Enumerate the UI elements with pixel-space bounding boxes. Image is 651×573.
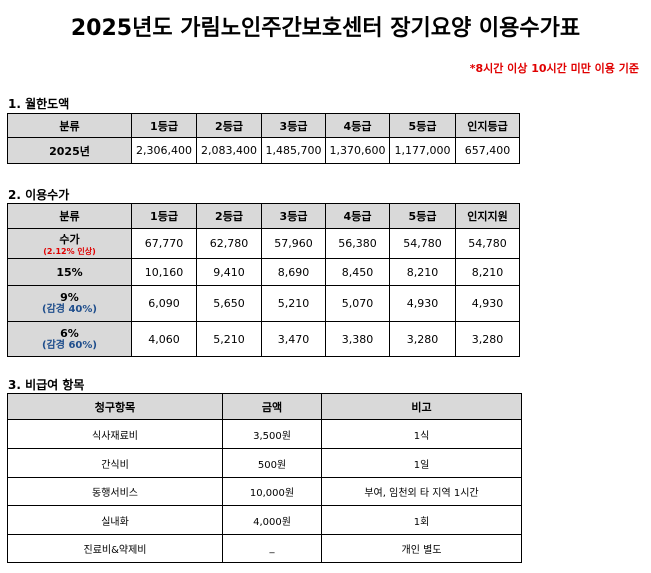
table-cell: 3,280 (389, 321, 456, 357)
table-cell: 57,960 (261, 228, 326, 259)
monthly-limit-table: 분류 1등급 2등급 3등급 4등급 5등급 인지등급 2025년 2,306,… (7, 113, 520, 164)
fee-increase-note: (2.12% 인상) (43, 246, 96, 256)
table-cell: 56,380 (325, 228, 390, 259)
table-cell: 1,370,600 (325, 137, 390, 164)
table-row: 진료비&약제비 _ 개인 별도 (7, 534, 522, 563)
section-monthly-limit-heading: 1. 월한도액 (8, 97, 70, 111)
reduction-note: (감경 40%) (42, 304, 97, 315)
item-name: 간식비 (7, 448, 223, 478)
non-covered-items-table: 청구항목 금액 비고 식사재료비 3,500원 1식 간식비 500원 1일 동… (7, 393, 522, 563)
table-cell: 3,380 (325, 321, 390, 357)
table-cell: 4,930 (455, 285, 520, 322)
table-cell: 54,780 (389, 228, 456, 259)
header-cell: 비고 (321, 393, 522, 420)
header-cell: 5등급 (389, 203, 456, 229)
page-title: 2025년도 가림노인주간보호센터 장기요양 이용수가표 (70, 16, 581, 41)
section-usage-fee-heading: 2. 이용수가 (8, 188, 70, 202)
table-cell: 3,470 (261, 321, 326, 357)
header-cell: 1등급 (131, 113, 197, 138)
header-cell: 2등급 (196, 113, 262, 138)
table-cell: 5,210 (261, 285, 326, 322)
header-cell: 3등급 (261, 113, 326, 138)
header-cell: 금액 (222, 393, 322, 420)
item-name: 실내화 (7, 505, 223, 535)
header-cell: 3등급 (261, 203, 326, 229)
table-header-row: 청구항목 금액 비고 (7, 393, 522, 420)
table-cell: 5,210 (196, 321, 262, 357)
table-header-row: 분류 1등급 2등급 3등급 4등급 5등급 인지등급 (7, 113, 520, 138)
table-row: 2025년 2,306,400 2,083,400 1,485,700 1,37… (7, 137, 520, 164)
table-row: 간식비 500원 1일 (7, 448, 522, 478)
table-cell: 5,070 (325, 285, 390, 322)
table-cell: 4,060 (131, 321, 197, 357)
usage-fee-table: 분류 1등급 2등급 3등급 4등급 5등급 인지지원 수가 (2.12% 인상… (7, 203, 520, 357)
table-row: 실내화 4,000원 1회 (7, 505, 522, 535)
table-cell: 2,083,400 (196, 137, 262, 164)
table-header-row: 분류 1등급 2등급 3등급 4등급 5등급 인지지원 (7, 203, 520, 229)
table-cell: 54,780 (455, 228, 520, 259)
table-cell: 1,177,000 (389, 137, 456, 164)
table-cell: 8,450 (325, 258, 390, 286)
header-cell: 분류 (7, 113, 132, 138)
header-cell: 5등급 (389, 113, 456, 138)
section-non-covered-heading: 3. 비급여 항목 (8, 378, 85, 392)
header-cell: 1등급 (131, 203, 197, 229)
table-cell: 5,650 (196, 285, 262, 322)
item-amount: 10,000원 (222, 477, 322, 506)
table-cell: 67,770 (131, 228, 197, 259)
item-note: 1일 (321, 448, 522, 478)
item-name: 진료비&약제비 (7, 534, 223, 563)
table-row: 6% (감경 60%) 4,060 5,210 3,470 3,380 3,28… (7, 321, 520, 357)
item-name: 식사재료비 (7, 419, 223, 449)
table-cell: 4,930 (389, 285, 456, 322)
row-label: 9% (감경 40%) (7, 285, 132, 322)
item-name: 동행서비스 (7, 477, 223, 506)
item-amount: 4,000원 (222, 505, 322, 535)
row-label-text: 9% (60, 291, 79, 304)
item-note: 부여, 임천외 타 지역 1시간 (321, 477, 522, 506)
item-note: 1회 (321, 505, 522, 535)
usage-basis-note: *8시간 이상 10시간 미만 이용 기준 (469, 62, 639, 75)
row-label-text: 수가 (59, 232, 80, 246)
table-cell: 10,160 (131, 258, 197, 286)
table-row: 수가 (2.12% 인상) 67,770 62,780 57,960 56,38… (7, 228, 520, 259)
row-label: 15% (7, 258, 132, 286)
table-row: 식사재료비 3,500원 1식 (7, 419, 522, 449)
table-row: 15% 10,160 9,410 8,690 8,450 8,210 8,210 (7, 258, 520, 286)
header-cell: 4등급 (325, 113, 390, 138)
table-cell: 62,780 (196, 228, 262, 259)
header-cell: 인지등급 (455, 113, 520, 138)
table-cell: 8,210 (389, 258, 456, 286)
row-label: 6% (감경 60%) (7, 321, 132, 357)
item-amount: _ (222, 534, 322, 563)
table-cell: 8,210 (455, 258, 520, 286)
header-cell: 2등급 (196, 203, 262, 229)
table-row: 동행서비스 10,000원 부여, 임천외 타 지역 1시간 (7, 477, 522, 506)
header-cell: 4등급 (325, 203, 390, 229)
table-row: 9% (감경 40%) 6,090 5,650 5,210 5,070 4,93… (7, 285, 520, 322)
item-amount: 500원 (222, 448, 322, 478)
row-label: 수가 (2.12% 인상) (7, 228, 132, 259)
item-note: 개인 별도 (321, 534, 522, 563)
table-cell: 657,400 (455, 137, 520, 164)
header-cell: 분류 (7, 203, 132, 229)
table-cell: 8,690 (261, 258, 326, 286)
table-cell: 2,306,400 (131, 137, 197, 164)
header-cell: 인지지원 (455, 203, 520, 229)
table-cell: 6,090 (131, 285, 197, 322)
reduction-note: (감경 60%) (42, 339, 97, 351)
row-label-text: 6% (60, 326, 79, 340)
row-label: 2025년 (7, 137, 132, 164)
item-amount: 3,500원 (222, 419, 322, 449)
table-cell: 3,280 (455, 321, 520, 357)
header-cell: 청구항목 (7, 393, 223, 420)
table-cell: 9,410 (196, 258, 262, 286)
item-note: 1식 (321, 419, 522, 449)
table-cell: 1,485,700 (261, 137, 326, 164)
